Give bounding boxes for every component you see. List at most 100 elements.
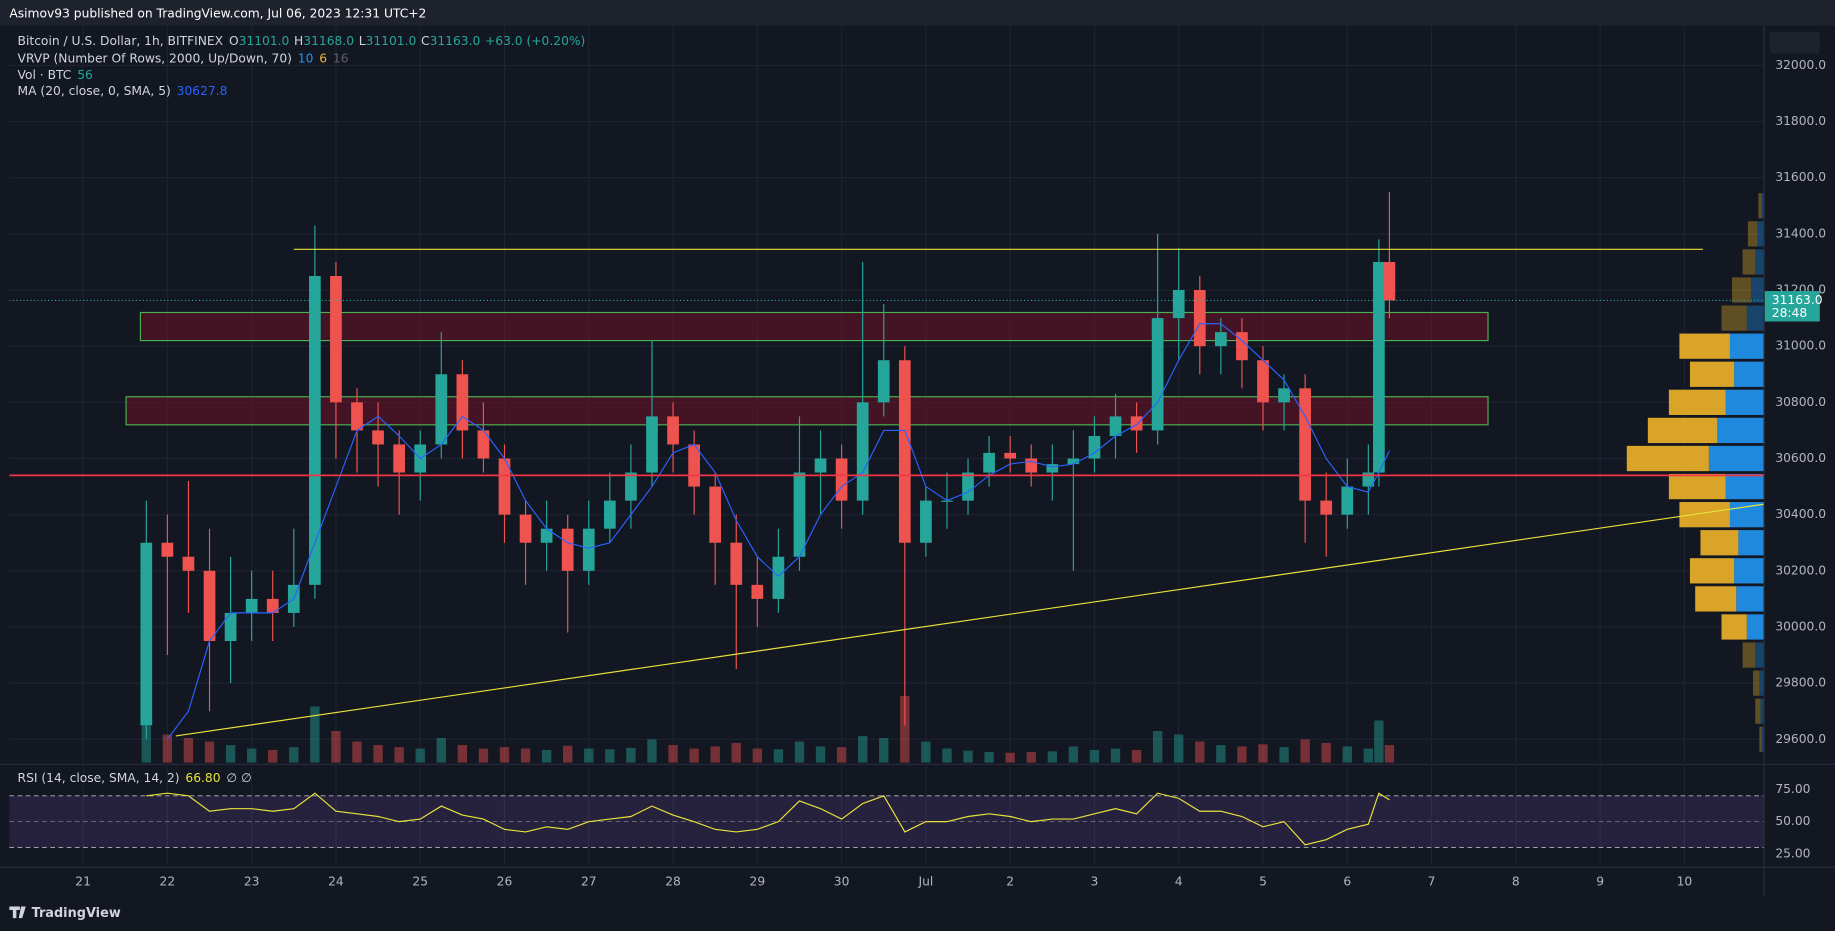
y-tick-label: 29800.0 <box>1775 676 1826 690</box>
legend-symbol: Bitcoin / U.S. Dollar, 1h, BITFINEX <box>18 33 224 47</box>
volume-bar <box>520 748 531 763</box>
volume-bar <box>352 741 362 763</box>
x-tick-label: 28 <box>665 874 681 888</box>
candle-body <box>203 570 216 642</box>
candle-body <box>751 584 764 599</box>
volume-bar <box>773 749 784 763</box>
legend-h: H <box>294 33 303 47</box>
candle-body <box>140 542 153 726</box>
volume-bar <box>162 734 173 763</box>
volume-bar <box>204 741 215 763</box>
volume-bar <box>605 749 615 763</box>
x-tick-label: 8 <box>1512 874 1520 888</box>
volume-bar <box>1174 734 1184 763</box>
brand-name: TradingView <box>32 906 121 921</box>
candle-body <box>856 402 869 501</box>
plot <box>9 191 1764 848</box>
axis-button[interactable] <box>1769 31 1820 54</box>
profile-up <box>1721 305 1747 331</box>
profile-up <box>1742 642 1756 668</box>
profile-up <box>1626 445 1709 472</box>
profile-down <box>1729 502 1764 528</box>
profile-up <box>1753 670 1760 696</box>
profile-down <box>1760 698 1764 724</box>
candle-body <box>1130 416 1143 431</box>
profile-up <box>1721 614 1747 640</box>
volume-bar <box>1110 748 1121 763</box>
candle-body <box>1362 472 1375 487</box>
profile-down <box>1761 726 1764 752</box>
candle-body <box>625 472 637 501</box>
volume-bar <box>1384 745 1395 763</box>
x-tick-label: 4 <box>1175 874 1183 888</box>
profile-down <box>1757 221 1764 247</box>
profile-down <box>1746 305 1764 331</box>
x-tick-label: 29 <box>750 874 766 888</box>
volume-bar <box>310 706 320 763</box>
candle-body <box>435 374 448 445</box>
candle-body <box>477 430 490 459</box>
legend-main: Bitcoin / U.S. Dollar, 1h, BITFINEX O 3110… <box>18 33 586 47</box>
rsi-tick-label: 75.00 <box>1775 782 1810 796</box>
candle-body <box>877 360 890 403</box>
zone <box>139 311 1489 342</box>
candle-body <box>330 275 342 403</box>
volume-bar <box>1300 739 1310 763</box>
volume-bar <box>584 748 594 763</box>
candle-body <box>1088 436 1101 459</box>
y-tick-label: 30400.0 <box>1775 507 1826 521</box>
candle-body <box>688 444 700 487</box>
countdown-label: 28:48 <box>1772 306 1807 320</box>
y-tick-label: 30000.0 <box>1775 619 1826 633</box>
x-tick-label: 30 <box>834 874 850 888</box>
legend-o: O <box>229 33 239 47</box>
candle-body <box>393 444 406 473</box>
profile-up <box>1668 389 1726 415</box>
x-tick-label: 22 <box>160 874 176 888</box>
candle-body <box>456 374 469 431</box>
profile-up <box>1668 473 1726 500</box>
legend-rsi: RSI (14, close, SMA, 14, 2) 66.80 ∅ ∅ <box>18 770 252 784</box>
legend-vrvp-value: 6 <box>319 51 327 65</box>
candle-body <box>245 598 258 613</box>
x-tick-label: 5 <box>1259 874 1267 888</box>
profile-up <box>1732 277 1751 303</box>
profile-down <box>1746 614 1764 640</box>
candle-body <box>646 416 658 473</box>
last-price-box <box>1764 291 1820 322</box>
volume-bar <box>1068 746 1079 763</box>
y-tick-label: 31000.0 <box>1775 339 1826 353</box>
legend-ma: MA (20, close, 0, SMA, 5) 30627.8 <box>18 84 228 98</box>
volume-bar <box>541 749 552 763</box>
legend-l-value: 31101.0 <box>366 33 417 47</box>
candle-body <box>561 528 574 571</box>
profile-up <box>1700 530 1739 556</box>
y-tick-label: 30200.0 <box>1775 563 1826 577</box>
volume-bar <box>752 748 763 763</box>
candle-body <box>1215 332 1227 347</box>
volume-bar <box>1363 748 1374 763</box>
volume-bar <box>268 749 278 763</box>
volume-bar <box>1152 730 1163 763</box>
x-tick-label: 7 <box>1428 874 1436 888</box>
candle-body <box>1383 261 1396 301</box>
volume-bar <box>457 745 468 763</box>
volume-bar <box>183 738 194 763</box>
candle-body <box>603 500 616 529</box>
candle-body <box>266 598 279 613</box>
rsi-line <box>146 792 1390 846</box>
legend-vrvp-name: VRVP (Number Of Rows, 2000, Up/Down, 70) <box>18 51 292 65</box>
candle-body <box>1257 360 1269 403</box>
volume-bar <box>1258 744 1268 763</box>
volume-bar <box>1374 720 1384 763</box>
y-tick-label: 31800.0 <box>1775 114 1826 128</box>
volume-bar <box>1279 747 1289 763</box>
volume-bar <box>921 741 931 763</box>
candle-body <box>1025 458 1038 473</box>
legend-vol: Vol · BTC 56 <box>18 67 93 81</box>
rsi-tick-label: 50.00 <box>1775 814 1810 828</box>
x-tick-label: 26 <box>497 874 513 888</box>
volume-bar <box>1237 746 1247 763</box>
volume-bar <box>626 747 636 763</box>
profile-down <box>1736 586 1764 612</box>
